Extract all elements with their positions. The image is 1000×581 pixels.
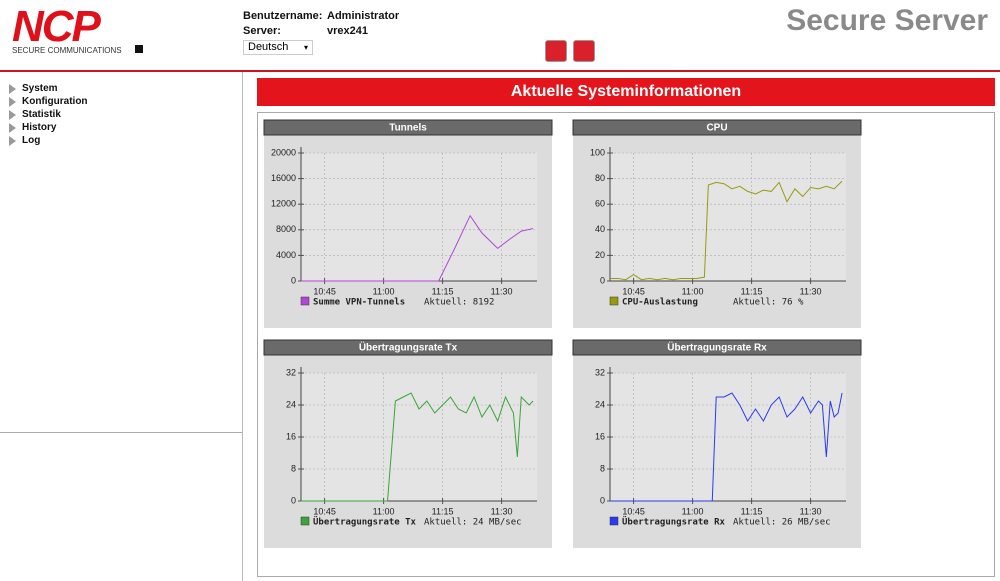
nav-item[interactable]: Konfiguration <box>22 96 88 107</box>
chart-header <box>263 339 553 356</box>
username-label: Benutzername: <box>243 10 323 22</box>
nav-item[interactable]: History <box>22 122 57 133</box>
legend-label: Summe VPN-Tunnels <box>313 298 405 308</box>
plot-area <box>301 153 537 281</box>
data-line <box>610 392 843 502</box>
legend-label: Übertragungsrate Tx <box>313 517 417 528</box>
y-tick-label: 20000 <box>271 147 296 157</box>
current-value: Aktuell: 8192 <box>424 298 494 308</box>
x-tick-label: 11:00 <box>682 506 704 516</box>
chart-header <box>572 119 862 136</box>
legend-label: CPU-Auslastung <box>622 298 698 308</box>
x-tick-label: 10:45 <box>313 506 336 516</box>
x-tick-label: 11:15 <box>432 506 454 516</box>
nav-item[interactable]: Statistik <box>22 109 61 120</box>
x-tick-label: 10:45 <box>622 506 645 516</box>
current-value: Aktuell: 26 MB/sec <box>733 518 831 528</box>
x-tick-label: 11:00 <box>682 286 704 296</box>
x-tick-label: 11:00 <box>373 506 395 516</box>
y-tick-label: 20 <box>595 250 605 260</box>
nav-arrow <box>9 97 16 107</box>
chart-header <box>263 119 553 136</box>
chart-title: Tunnels <box>389 123 427 134</box>
language-select[interactable]: Deutsch ▾ <box>243 40 313 55</box>
nav-arrow <box>9 110 16 120</box>
nav-item[interactable]: Log <box>22 135 41 146</box>
y-tick-label: 8000 <box>276 224 296 234</box>
y-tick-label: 60 <box>595 199 605 209</box>
server-label: Server: <box>243 25 281 37</box>
product-title: Secure Server <box>786 4 988 37</box>
y-tick-label: 80 <box>595 173 605 183</box>
x-tick-label: 10:45 <box>313 286 336 296</box>
nav-arrow <box>9 123 16 133</box>
legend-label: Übertragungsrate Rx <box>622 517 726 528</box>
logo-subtitle: SECURE COMMUNICATIONS <box>12 46 122 55</box>
y-tick-label: 100 <box>590 147 605 157</box>
sidebar <box>0 72 243 581</box>
x-tick-label: 11:00 <box>373 286 395 296</box>
chart-title: Übertragungsrate Tx <box>359 341 458 354</box>
current-value: Aktuell: 24 MB/sec <box>424 518 522 528</box>
logo: NCP <box>12 2 101 51</box>
y-tick-label: 16 <box>286 431 296 441</box>
content-box <box>257 112 995 577</box>
x-tick-label: 10:45 <box>622 286 645 296</box>
y-tick-label: 12000 <box>271 199 296 209</box>
chart-title: Übertragungsrate Rx <box>667 341 767 354</box>
logo-square <box>135 45 143 53</box>
x-tick-label: 11:30 <box>491 286 513 296</box>
nav-arrow <box>9 136 16 146</box>
x-tick-label: 11:30 <box>491 506 513 516</box>
y-tick-label: 0 <box>291 495 296 505</box>
nav-arrow <box>9 84 16 94</box>
language: Deutsch <box>248 41 289 53</box>
chart-title: CPU <box>706 123 727 134</box>
x-tick-label: 11:30 <box>800 286 822 296</box>
y-tick-label: 8 <box>291 463 296 473</box>
sidebar-divider <box>0 432 242 433</box>
logout-button[interactable] <box>573 40 595 62</box>
legend-swatch <box>609 516 619 526</box>
server: vrex241 <box>327 25 368 37</box>
y-tick-label: 24 <box>286 399 296 409</box>
username: Administrator <box>327 10 400 22</box>
chart-header <box>572 339 862 356</box>
x-tick-label: 11:30 <box>800 506 822 516</box>
nav-item[interactable]: System <box>22 83 58 94</box>
y-tick-label: 4000 <box>276 250 296 260</box>
help-button[interactable] <box>545 40 567 62</box>
y-tick-label: 0 <box>291 275 296 285</box>
y-tick-label: 0 <box>600 495 605 505</box>
x-tick-label: 11:15 <box>741 286 763 296</box>
y-tick-label: 24 <box>595 399 605 409</box>
y-tick-label: 32 <box>595 367 605 377</box>
y-tick-label: 8 <box>600 463 605 473</box>
data-line <box>301 214 534 282</box>
x-tick-label: 11:15 <box>741 506 763 516</box>
y-tick-label: 16000 <box>271 173 296 183</box>
data-line <box>610 180 843 281</box>
legend-swatch <box>609 296 619 306</box>
data-line <box>301 392 534 502</box>
x-tick-label: 11:15 <box>432 286 454 296</box>
current-value: Aktuell: 76 % <box>733 298 804 308</box>
panel-title: Aktuelle Systeminformationen <box>257 78 995 106</box>
legend-swatch <box>300 516 310 526</box>
y-tick-label: 16 <box>595 431 605 441</box>
header-divider <box>0 70 1000 72</box>
select-arrow: ▾ <box>303 43 308 52</box>
y-tick-label: 40 <box>595 224 605 234</box>
plot-area <box>610 153 846 281</box>
legend-swatch <box>300 296 310 306</box>
y-tick-label: 0 <box>600 275 605 285</box>
y-tick-label: 32 <box>286 367 296 377</box>
